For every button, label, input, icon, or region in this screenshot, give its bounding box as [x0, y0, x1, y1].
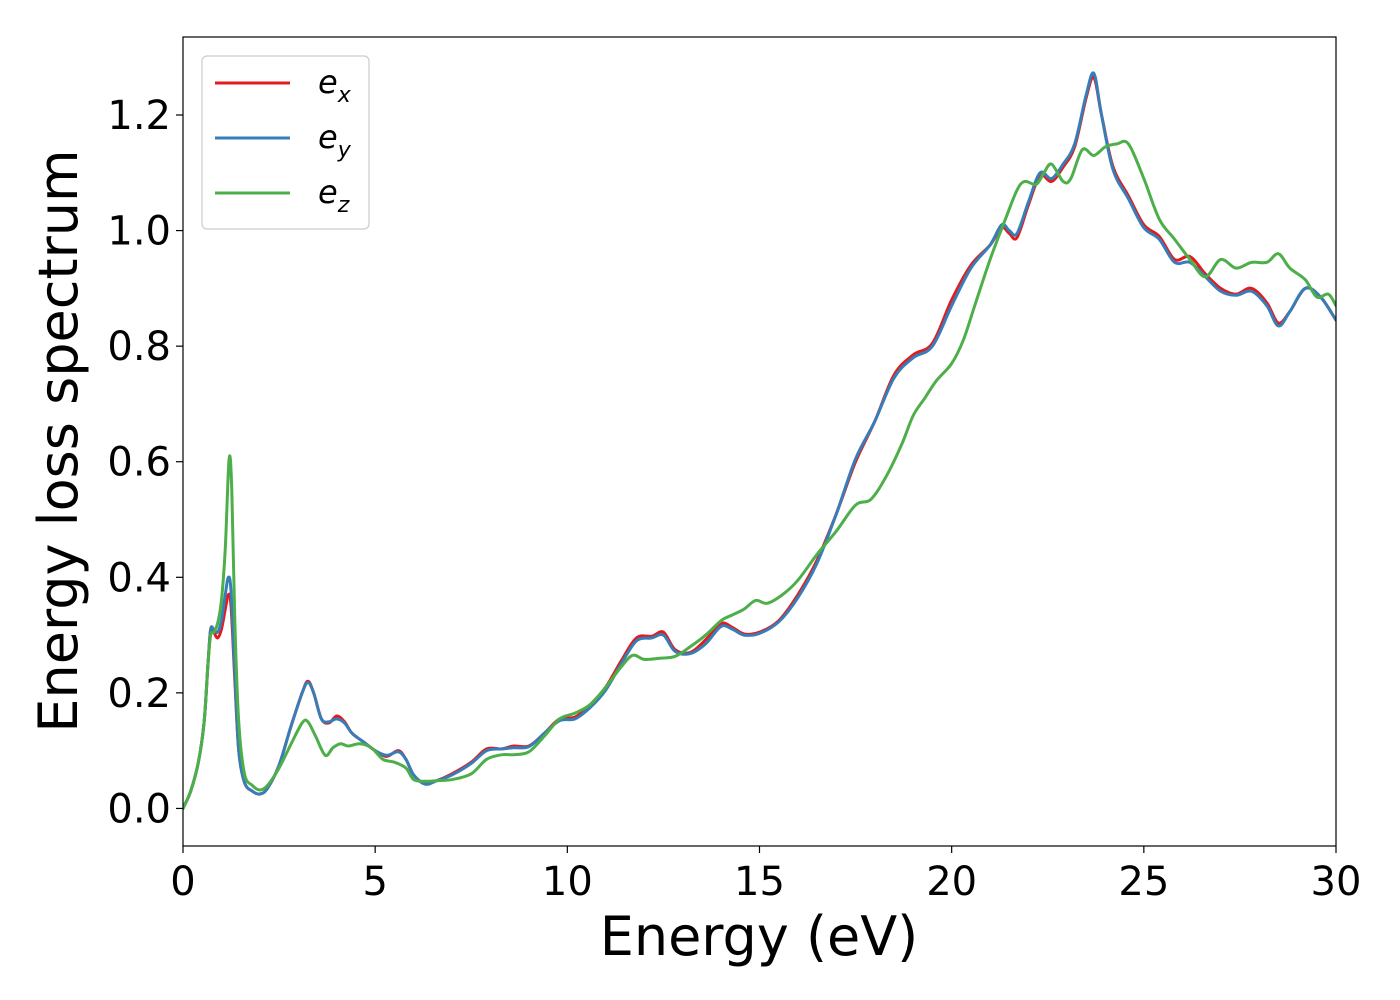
y-tick-label: 1.2 — [107, 93, 171, 139]
x-tick-label: 10 — [542, 859, 593, 905]
x-tick-label: 25 — [1118, 859, 1169, 905]
y-tick-label: 1.0 — [107, 209, 171, 255]
x-tick-label: 15 — [734, 859, 785, 905]
x-tick-label: 20 — [926, 859, 977, 905]
series-lines — [183, 71, 1336, 810]
y-tick-label: 0.2 — [107, 671, 171, 717]
y-tick-label: 0.6 — [107, 440, 171, 486]
series-line-e-y — [183, 71, 1336, 810]
y-tick-label: 0.0 — [107, 786, 171, 832]
axis-ticks: 0 5 10 15 20 25 30 0.0 0.2 0.4 0.6 0.8 1.0 1.2 — [107, 93, 1361, 905]
y-tick-label: 0.8 — [107, 324, 171, 370]
x-axis-label: Energy (eV) — [600, 905, 919, 968]
x-tick-label: 30 — [1311, 859, 1362, 905]
legend-label-e-y: ey — [318, 118, 352, 163]
x-tick-label: 5 — [362, 859, 387, 905]
y-tick-label: 0.4 — [107, 555, 171, 601]
legend-label-e-z: ez — [318, 173, 350, 218]
legend: ex ey ez — [201, 55, 370, 230]
x-tick-label: 0 — [170, 859, 195, 905]
y-axis-label: Energy loss spectrum — [27, 149, 90, 732]
legend-box — [201, 55, 370, 230]
series-line-e-z — [183, 139, 1336, 810]
legend-label-e-x: ex — [318, 63, 352, 108]
